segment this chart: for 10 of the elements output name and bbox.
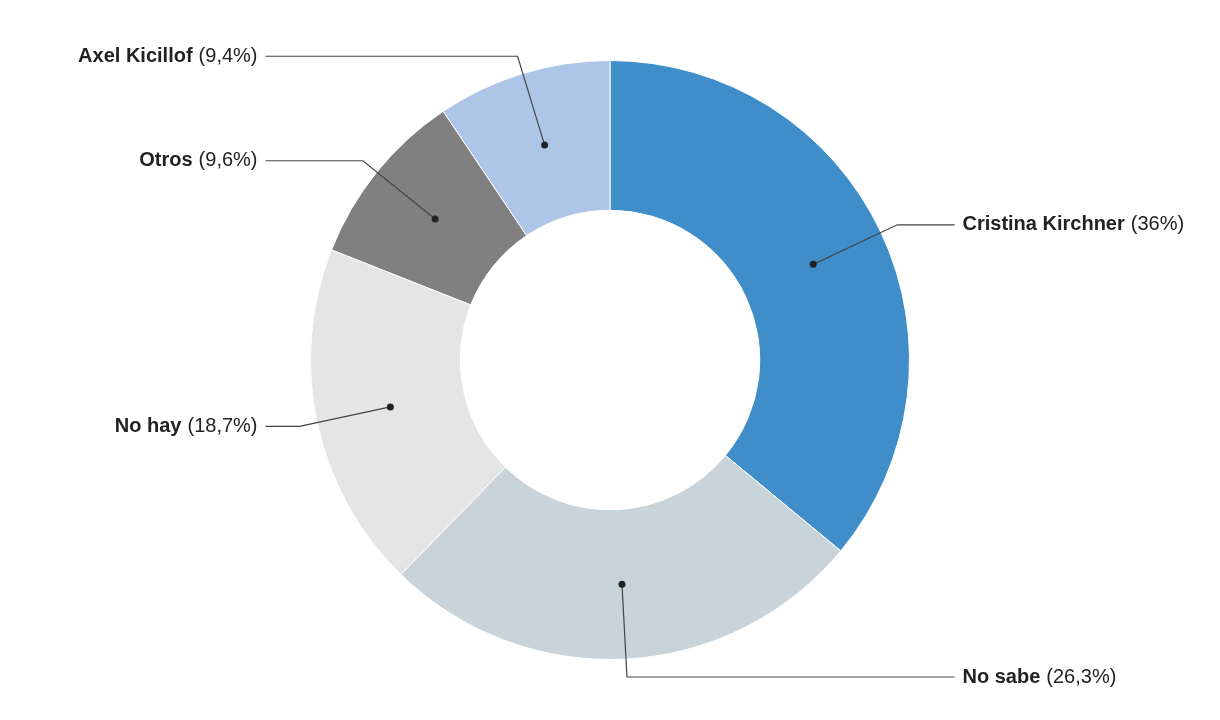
data-label: (36%) xyxy=(1130,212,1185,235)
slice-label: No hay xyxy=(114,413,183,436)
slice-label: Axel Kicillof xyxy=(78,43,193,66)
data-label: (9,4%) xyxy=(198,43,258,66)
slice-label: No sabe xyxy=(962,664,1041,687)
slice-label: Cristina Kirchner xyxy=(962,212,1125,235)
slice-label: Otros xyxy=(139,148,193,171)
data-label: (18,7%) xyxy=(187,413,258,436)
data-label: (9,6%) xyxy=(198,148,258,171)
data-label: (26,3%) xyxy=(1046,664,1117,687)
